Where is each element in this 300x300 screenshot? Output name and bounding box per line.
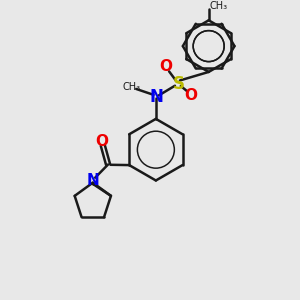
Text: S: S xyxy=(172,75,184,93)
Text: O: O xyxy=(95,134,108,149)
Text: O: O xyxy=(184,88,197,103)
Text: O: O xyxy=(160,59,172,74)
Text: CH₃: CH₃ xyxy=(210,1,228,10)
Text: CH₃: CH₃ xyxy=(122,82,140,92)
Text: N: N xyxy=(87,173,100,188)
Text: N: N xyxy=(149,88,164,106)
